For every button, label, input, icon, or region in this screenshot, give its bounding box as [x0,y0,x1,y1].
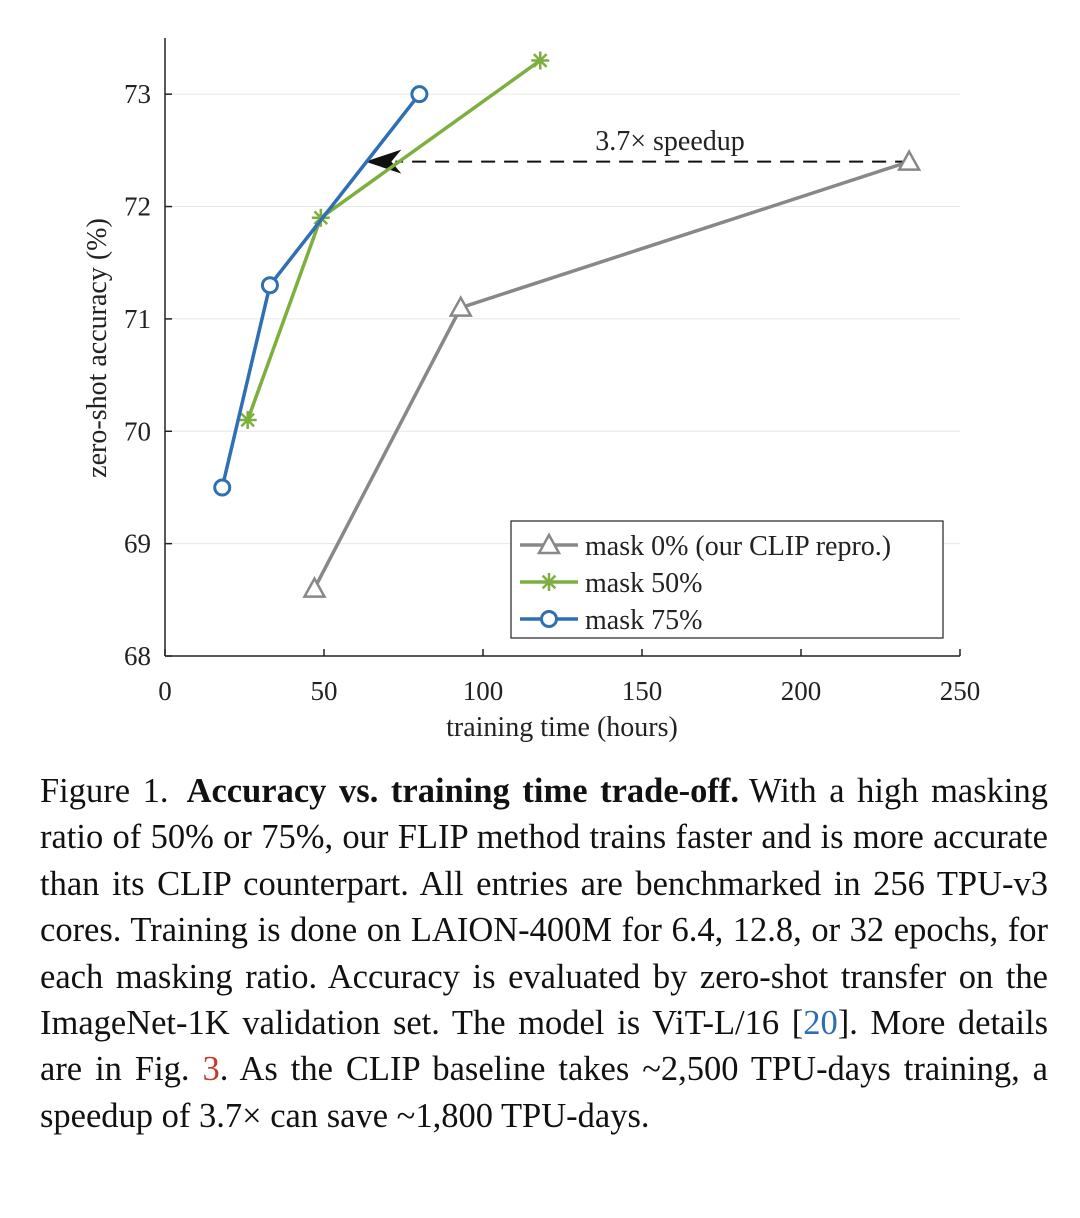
speedup-annotation: 3.7× speedup [365,126,910,174]
data-point-2-1 [260,276,279,295]
caption-label: Figure 1. [40,772,169,810]
legend-label-2: mask 75% [585,605,702,636]
asterisk-stroke [240,412,255,428]
y-tick-label-73: 73 [124,79,151,109]
x-tick-label-150: 150 [622,676,663,706]
x-tick-label-100: 100 [463,676,504,706]
caption-body-1: With a high masking ratio of 50% or 75%,… [40,772,1048,1043]
tick-labels: 68 69 70 71 72 73 0 50 100 150 200 250 [124,79,980,706]
y-axis-label: zero-shot accuracy (%) [82,218,113,478]
caption-body-3: . As the CLIP baseline takes ~2,500 TPU-… [40,1050,1048,1135]
x-axis-label: training time (hours) [446,712,678,743]
x-tick-label-200: 200 [781,676,822,706]
chart: 68 69 70 71 72 73 0 50 100 150 200 250 training tim… [82,38,980,743]
caption-body-2: ]. More details are in Fig. [40,1004,1048,1089]
legend-label-0: mask 0% (our CLIP repro.) [585,531,891,562]
legend-box [510,520,944,639]
y-tick-label-68: 68 [124,641,151,671]
series-line-2 [220,93,421,488]
asterisk-stroke [541,574,557,590]
axes [164,38,961,657]
caption-title: Accuracy vs. training time trade-off. [186,772,740,810]
legend-marker-0 [536,532,562,555]
reference-link-20[interactable]: 20 [803,1004,838,1043]
data-point-1-0 [238,411,257,430]
data-point-2-0 [213,478,232,497]
speedup-label: 3.7× speedup [595,126,745,157]
data-point-2-2 [410,85,429,104]
x-tick-label-250: 250 [940,676,981,706]
data-point-0-2 [896,149,922,171]
legend-marker-1 [540,573,558,591]
series-group [213,51,922,598]
y-tick-label-72: 72 [124,192,151,222]
legend: mask 0% (our CLIP repro.) mask 50% mask 75… [510,520,944,639]
x-tick-label-50: 50 [311,676,338,706]
figure-caption: Figure 1. Accuracy vs. training time trad… [40,768,1048,1139]
x-tick-label-0: 0 [158,676,172,706]
y-tick-label-69: 69 [124,529,151,559]
legend-label-1: mask 50% [585,568,702,599]
series-line-1 [246,59,542,421]
data-point-1-2 [531,51,550,70]
asterisk-stroke [532,53,548,68]
data-point-0-1 [448,295,473,317]
y-tick-label-71: 71 [124,304,151,334]
legend-marker-2 [540,610,558,628]
figure-link-3[interactable]: 3 [202,1050,220,1089]
y-tick-label-70: 70 [124,416,151,446]
data-point-0-0 [302,576,327,598]
